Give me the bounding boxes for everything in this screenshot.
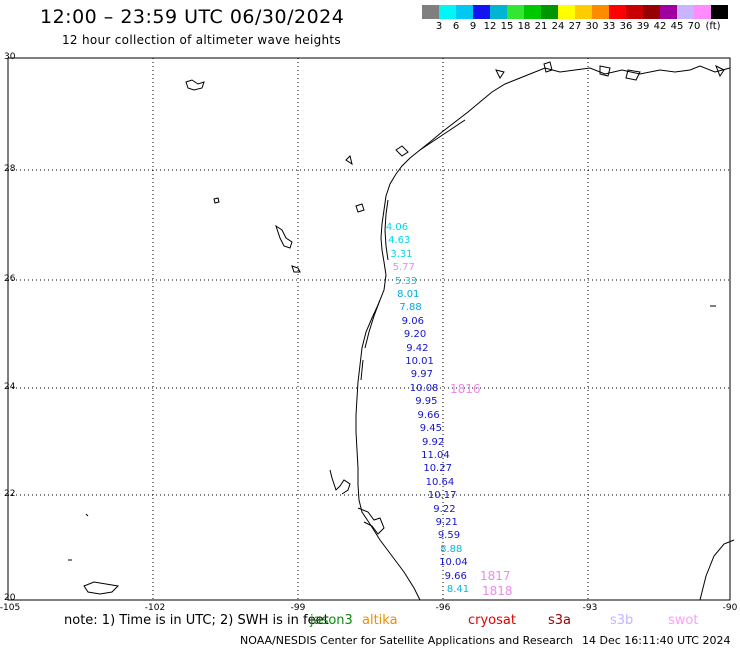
wave-height-value: 10.64	[425, 476, 455, 488]
legend-label: 12	[483, 21, 497, 32]
footer-note: note: 1) Time is in UTC; 2) SWH is in fe…	[64, 613, 329, 628]
generated-timestamp: 14 Dec 16:11:40 UTC 2024	[582, 634, 731, 647]
page-title: 12:00 – 23:59 UTC 06/30/2024	[40, 6, 345, 28]
legend-label: 15	[500, 21, 514, 32]
legend-swatch	[626, 5, 643, 19]
page-subtitle: 12 hour collection of altimeter wave hei…	[62, 33, 341, 47]
wave-height-value: 10.01	[405, 356, 434, 368]
wave-height-value: 8.88	[440, 543, 463, 555]
legend-label: 70	[687, 21, 701, 32]
legend-label: 36	[619, 21, 633, 32]
legend-label: 21	[534, 21, 548, 32]
lat-label-24: 24	[4, 382, 16, 392]
legend-swatch	[456, 5, 473, 19]
legend-swatch	[660, 5, 677, 19]
wave-height-value: 8.41	[446, 584, 470, 595]
wave-height-value: 9.95	[415, 396, 438, 408]
yucatan-coast	[699, 539, 735, 601]
legend-label: 18	[517, 21, 531, 32]
lon-label-102: -102	[144, 603, 166, 613]
wave-height-value: 7.88	[399, 302, 422, 314]
satellite-altika: altika	[362, 613, 398, 628]
legend-label: 27	[568, 21, 582, 32]
legend-unit: (ft)	[705, 21, 721, 32]
legend-label: 30	[585, 21, 599, 32]
legend-swatch	[592, 5, 609, 19]
lat-label-22: 22	[4, 489, 16, 499]
legend-swatch	[677, 5, 694, 19]
legend-label: 42	[653, 21, 667, 32]
legend-swatch	[490, 5, 507, 19]
wave-height-value: 9.92	[422, 436, 445, 448]
satellite-swot: swot	[668, 613, 699, 628]
wave-height-value: 11.04	[421, 449, 450, 461]
pass-label-1818: 1818	[482, 584, 513, 598]
wave-height-value: 3.31	[390, 248, 413, 260]
color-legend	[422, 5, 728, 19]
wave-height-value: 9.42	[406, 342, 429, 354]
pass-label-1817: 1817	[480, 569, 511, 583]
graticule	[8, 58, 730, 600]
lon-label-90: -90	[722, 603, 738, 613]
map-frame	[7, 57, 731, 601]
lon-label-96: -96	[435, 603, 451, 613]
wave-height-value: 9.59	[437, 530, 461, 542]
wave-height-value: 4.06	[385, 222, 409, 233]
gulf-coastline	[355, 65, 731, 601]
wave-height-value: 9.06	[401, 315, 424, 327]
legend-swatch	[473, 5, 490, 19]
lat-label-20: 20	[4, 593, 16, 603]
legend-swatch	[541, 5, 558, 19]
legend-swatch	[507, 5, 524, 19]
lon-label-105: -105	[0, 603, 21, 613]
wave-height-value: 9.45	[419, 423, 443, 435]
satellite-s3b: s3b	[610, 613, 634, 628]
mexico-lagoon	[357, 507, 385, 535]
credit-line: NOAA/NESDIS Center for Satellite Applica…	[240, 634, 574, 647]
satellite-cryosat: cryosat	[468, 613, 516, 628]
legend-swatch	[711, 5, 728, 19]
satellite-s3a: s3a	[548, 613, 572, 628]
legend-label: 3	[435, 21, 443, 32]
legend-swatch	[558, 5, 575, 19]
legend-swatch	[422, 5, 439, 19]
legend-swatch	[524, 5, 541, 19]
wave-height-value: 9.21	[435, 516, 458, 528]
legend-swatch	[694, 5, 711, 19]
wave-height-value: 10.08	[409, 382, 439, 394]
legend-label: 24	[551, 21, 565, 32]
wave-height-value: 10.04	[439, 557, 468, 569]
legend-label: 39	[636, 21, 650, 32]
legend-label: 6	[452, 21, 460, 32]
pass-label-1816: 1816	[450, 382, 481, 396]
wave-height-value: 5.77	[392, 262, 415, 274]
legend-swatch	[575, 5, 592, 19]
wave-height-value: 9.66	[417, 409, 440, 421]
legend-label: 33	[602, 21, 616, 32]
legend-label: 9	[469, 21, 477, 32]
legend-swatch	[609, 5, 626, 19]
satellite-jason3: jason3	[310, 613, 353, 628]
lat-label-26: 26	[4, 274, 16, 284]
lon-label-93: -93	[582, 603, 598, 613]
barrier-islands	[360, 119, 466, 381]
wave-height-value: 5.33	[394, 275, 418, 287]
inland-lakes	[68, 61, 725, 595]
wave-height-value: 9.20	[403, 329, 427, 341]
lat-label-30: 30	[4, 52, 16, 62]
wave-height-value: 8.01	[397, 289, 420, 301]
wave-height-value: 10.17	[427, 490, 457, 502]
wave-height-value: 9.66	[444, 570, 467, 582]
wave-height-value: 9.22	[433, 503, 456, 515]
wave-height-value: 4.63	[388, 235, 411, 247]
lon-label-99: -99	[290, 603, 306, 613]
lat-label-28: 28	[4, 164, 16, 174]
legend-swatch	[643, 5, 660, 19]
wave-height-value: 10.27	[423, 463, 452, 475]
legend-label: 45	[670, 21, 684, 32]
wave-height-value: 9.97	[410, 369, 433, 381]
legend-swatch	[439, 5, 456, 19]
